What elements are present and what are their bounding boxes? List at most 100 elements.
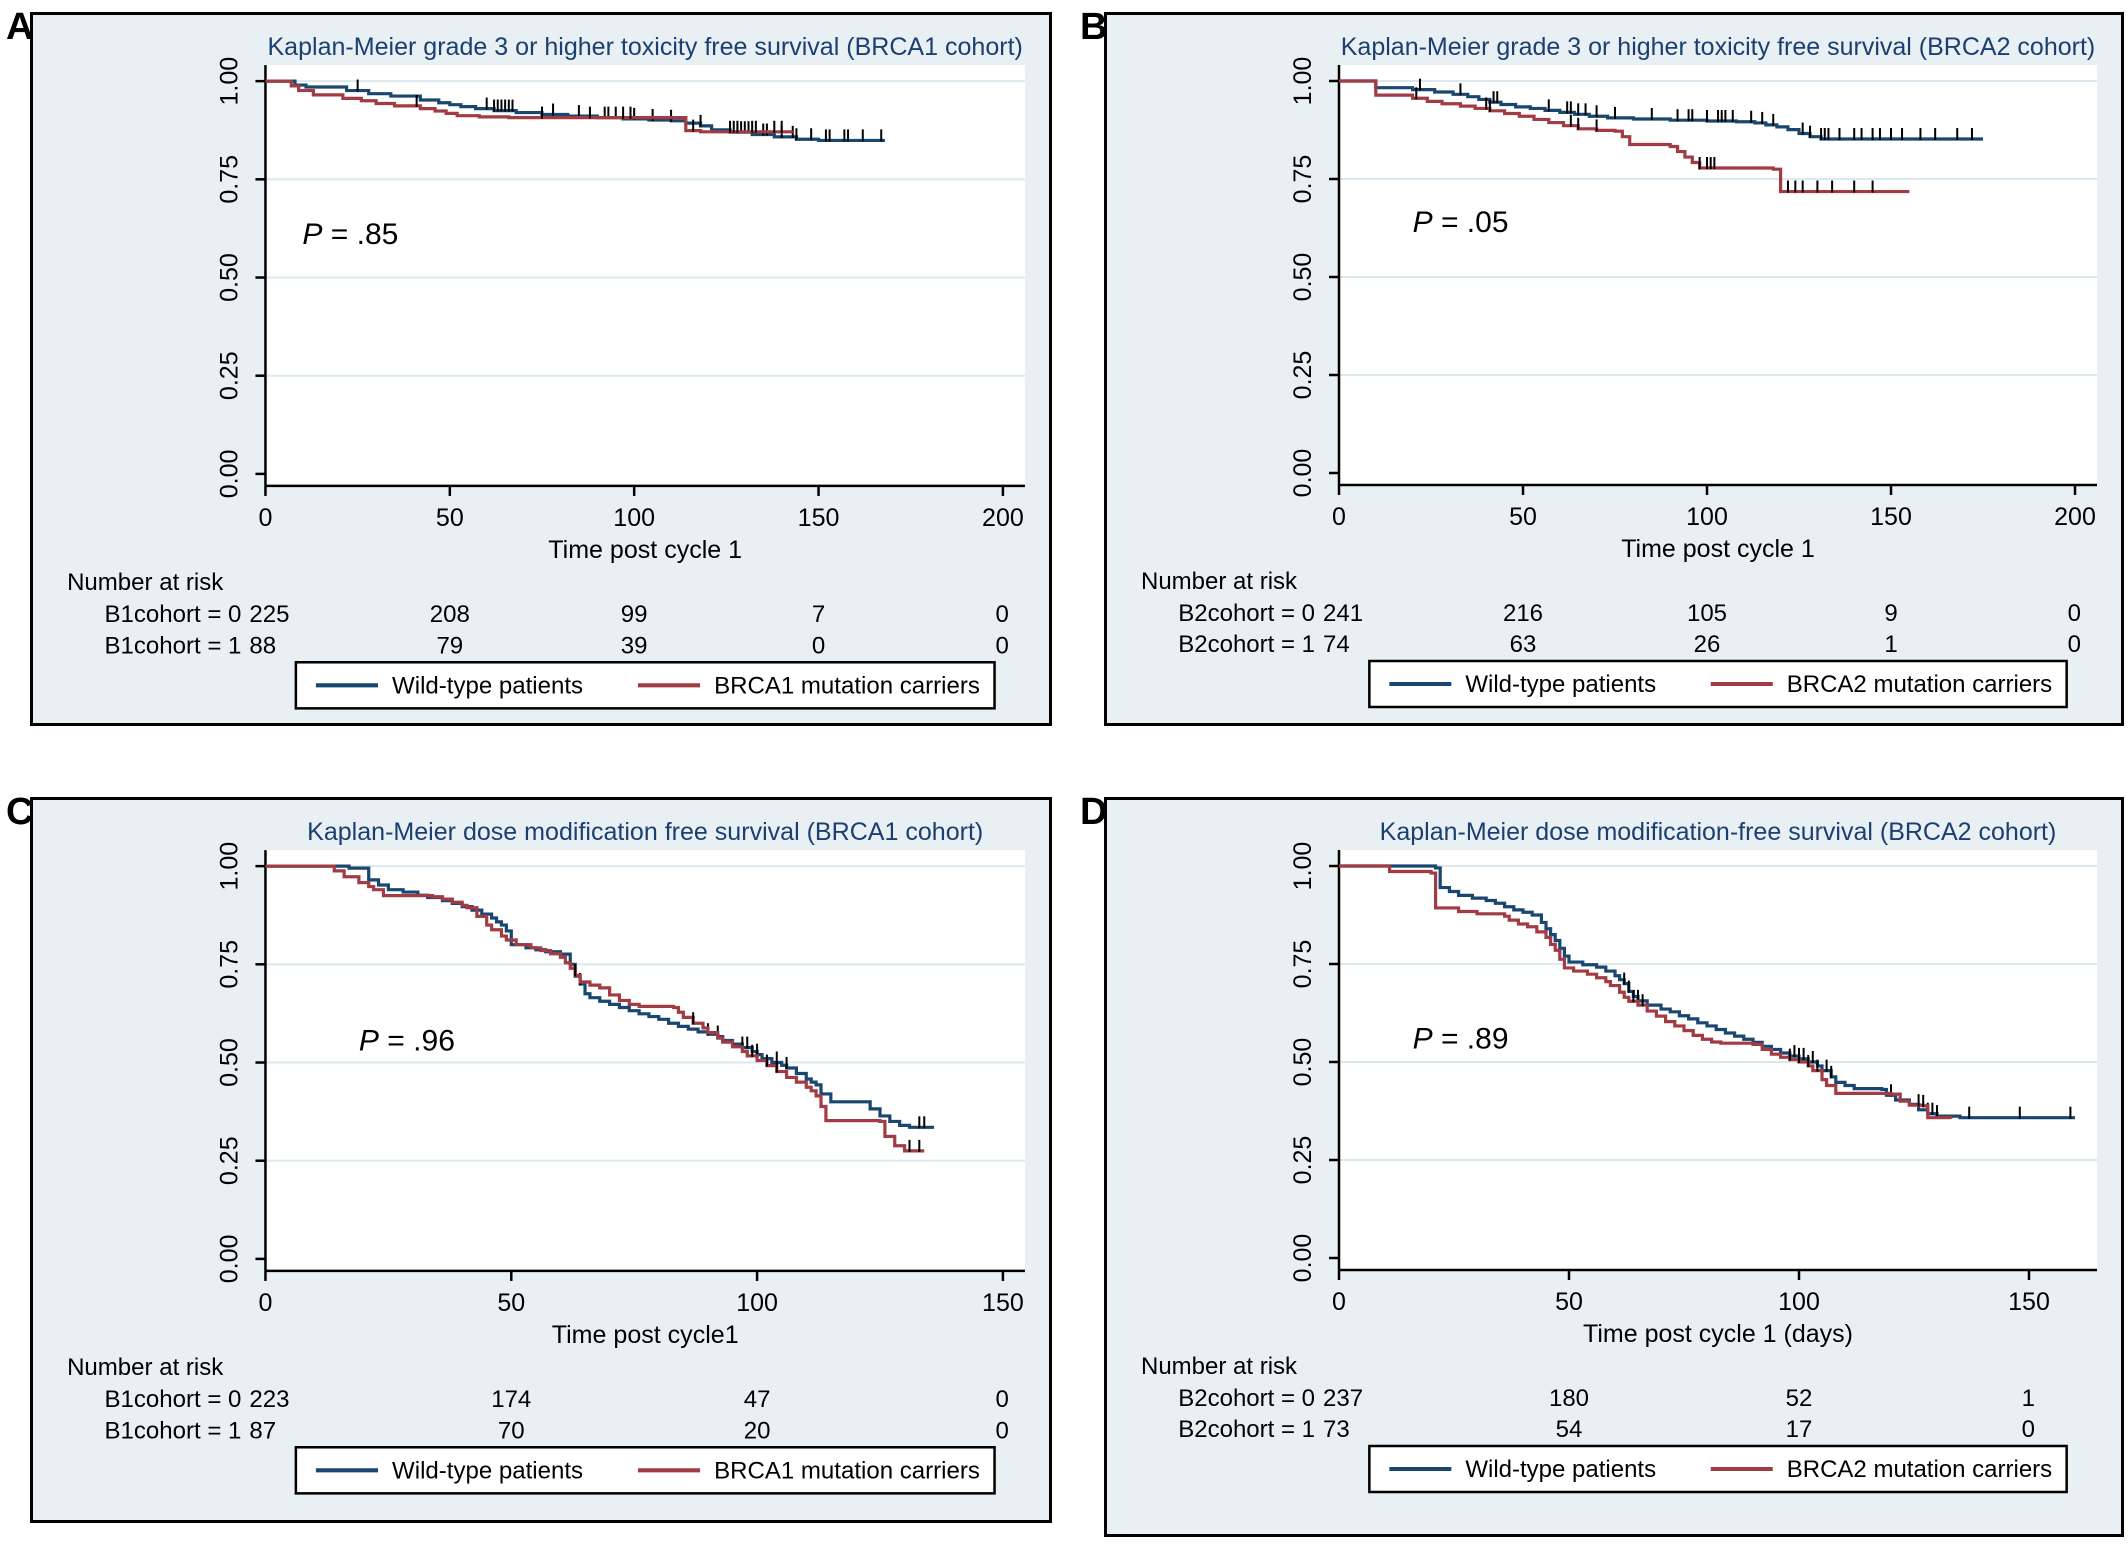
risk-table-header: Number at risk — [67, 1354, 224, 1381]
legend-label: BRCA2 mutation carriers — [1787, 1456, 2052, 1483]
y-tick-label: 1.00 — [1289, 842, 1317, 891]
risk-row-label: B2cohort = 1 — [1178, 631, 1315, 658]
legend-label: BRCA1 mutation carriers — [714, 1457, 980, 1484]
risk-count: 47 — [744, 1386, 771, 1413]
x-axis-title: Time post cycle 1 — [1621, 535, 1815, 563]
y-tick-label: 0.25 — [215, 1136, 243, 1185]
x-axis-title: Time post cycle 1 (days) — [1583, 1320, 1853, 1348]
risk-count: 180 — [1549, 1385, 1589, 1412]
risk-count: 241 — [1323, 600, 1363, 627]
panel-c: Kaplan-Meier dose modification free surv… — [30, 797, 1052, 1523]
x-tick-label: 0 — [258, 504, 272, 532]
risk-count: 0 — [2068, 631, 2081, 658]
risk-count: 0 — [2022, 1416, 2035, 1443]
risk-count: 216 — [1503, 600, 1543, 627]
legend-box — [1368, 659, 2068, 709]
risk-table-header: Number at risk — [1141, 1353, 1298, 1380]
km-chart-c: Kaplan-Meier dose modification free surv… — [67, 818, 1025, 1495]
legend-label: Wild-type patients — [1465, 671, 1656, 698]
risk-row-label: B1cohort = 1 — [104, 632, 241, 659]
risk-count: 73 — [1323, 1416, 1350, 1443]
y-tick-label: 1.00 — [215, 842, 243, 891]
p-value: P = .89 — [1413, 1022, 1509, 1055]
plot-area — [265, 850, 1025, 1271]
risk-count: 17 — [1786, 1416, 1813, 1443]
km-chart-d: Kaplan-Meier dose modification-free surv… — [1141, 818, 2097, 1494]
risk-count: 9 — [1884, 600, 1897, 627]
legend-label: BRCA1 mutation carriers — [714, 672, 980, 699]
risk-count: 1 — [1884, 631, 1897, 658]
legend-label: Wild-type patients — [392, 1457, 583, 1484]
chart-title: Kaplan-Meier grade 3 or higher toxicity … — [267, 33, 1022, 61]
risk-row-label: B2cohort = 1 — [1178, 1416, 1315, 1443]
y-tick-label: 0.50 — [215, 1038, 243, 1087]
risk-table-header: Number at risk — [67, 569, 224, 596]
risk-count: 63 — [1510, 631, 1537, 658]
chart-title: Kaplan-Meier dose modification-free surv… — [1380, 818, 2057, 846]
km-curve-wildtype — [1339, 79, 1983, 141]
x-tick-label: 0 — [1332, 503, 1346, 531]
risk-row-label: B2cohort = 0 — [1178, 600, 1315, 627]
y-tick-label: 0.00 — [215, 1235, 243, 1284]
legend-label: Wild-type patients — [392, 672, 583, 699]
risk-row-label: B1cohort = 0 — [104, 1386, 241, 1413]
y-tick-label: 0.50 — [1289, 253, 1317, 302]
x-tick-label: 0 — [1332, 1288, 1346, 1316]
y-tick-label: 0.50 — [1289, 1038, 1317, 1087]
risk-count: 208 — [430, 601, 470, 628]
panel-b: Kaplan-Meier grade 3 or higher toxicity … — [1104, 12, 2124, 726]
y-tick-label: 0.25 — [215, 351, 243, 400]
x-tick-label: 200 — [2054, 503, 2096, 531]
risk-count: 0 — [812, 632, 825, 659]
risk-count: 237 — [1323, 1385, 1363, 1412]
panel-label-d: D — [1080, 791, 1108, 833]
panel-d: Kaplan-Meier dose modification-free surv… — [1104, 797, 2124, 1537]
km-curve-wildtype — [1339, 864, 2075, 1120]
y-tick-label: 1.00 — [1289, 57, 1317, 106]
panel-label-c: C — [6, 791, 34, 833]
km-curve-carrier — [265, 864, 925, 1153]
risk-count: 88 — [249, 632, 276, 659]
x-tick-label: 50 — [497, 1289, 525, 1317]
y-tick-label: 1.00 — [215, 57, 243, 106]
y-tick-label: 0.00 — [215, 450, 243, 499]
risk-count: 20 — [744, 1417, 771, 1444]
y-tick-label: 0.25 — [1289, 351, 1317, 400]
risk-count: 225 — [249, 601, 289, 628]
y-tick-label: 0.75 — [215, 940, 243, 989]
x-tick-label: 150 — [798, 504, 840, 532]
plot-area — [1339, 850, 2097, 1270]
plot-area — [1339, 65, 2097, 485]
risk-count: 26 — [1694, 631, 1721, 658]
km-curve-carrier — [1339, 864, 1953, 1120]
risk-row-label: B1cohort = 0 — [104, 601, 241, 628]
risk-count: 105 — [1687, 600, 1727, 627]
x-tick-label: 150 — [1870, 503, 1912, 531]
risk-count: 87 — [249, 1417, 276, 1444]
y-tick-label: 0.75 — [215, 155, 243, 204]
risk-count: 0 — [996, 601, 1009, 628]
x-axis-title: Time post cycle1 — [552, 1321, 739, 1349]
km-curve-carrier — [265, 79, 793, 134]
risk-count: 74 — [1323, 631, 1350, 658]
risk-count: 79 — [436, 632, 463, 659]
x-tick-label: 150 — [982, 1289, 1024, 1317]
km-chart-b: Kaplan-Meier grade 3 or higher toxicity … — [1141, 33, 2097, 709]
y-tick-label: 0.75 — [1289, 155, 1317, 204]
panel-label-b: B — [1080, 6, 1108, 48]
x-tick-label: 100 — [613, 504, 655, 532]
y-tick-label: 0.50 — [215, 253, 243, 302]
risk-count: 0 — [2068, 600, 2081, 627]
p-value: P = .96 — [359, 1025, 455, 1058]
plot-area — [265, 65, 1025, 486]
risk-count: 0 — [996, 632, 1009, 659]
x-tick-label: 50 — [1509, 503, 1537, 531]
y-tick-label: 0.00 — [1289, 1234, 1317, 1283]
risk-count: 70 — [498, 1417, 525, 1444]
risk-count: 52 — [1786, 1385, 1813, 1412]
x-tick-label: 200 — [982, 504, 1024, 532]
risk-count: 39 — [621, 632, 648, 659]
x-tick-label: 100 — [736, 1289, 778, 1317]
y-tick-label: 0.75 — [1289, 940, 1317, 989]
